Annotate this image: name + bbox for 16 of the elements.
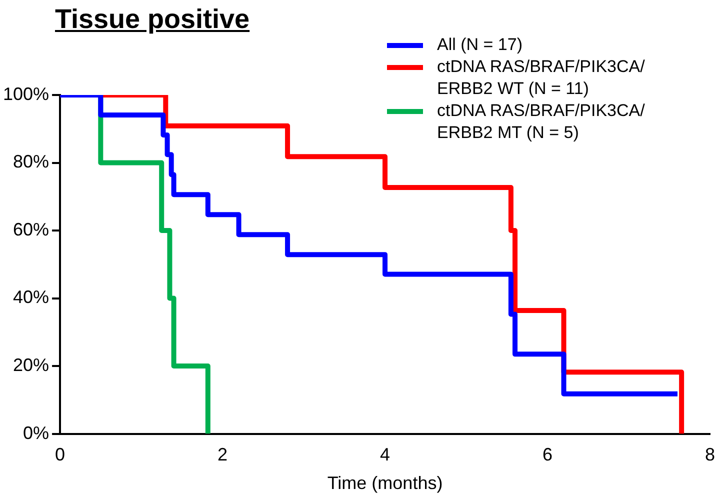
y-tick-label: 40% bbox=[13, 287, 50, 308]
legend-label: All (N = 17) bbox=[437, 34, 524, 56]
x-axis-title: Time (months) bbox=[327, 473, 443, 494]
y-tick-label: 20% bbox=[13, 355, 50, 376]
x-tick-label: 8 bbox=[704, 444, 716, 465]
y-tick-label: 100% bbox=[2, 84, 50, 104]
chart-title: Tissue positive bbox=[55, 4, 250, 35]
legend-label: ctDNA RAS/BRAF/PIK3CA/ ERBB2 MT (N = 5) bbox=[437, 100, 646, 144]
y-tick-label: 0% bbox=[23, 422, 50, 443]
x-tick-label: 4 bbox=[380, 444, 390, 465]
x-tick-label: 0 bbox=[55, 444, 66, 465]
legend-label: ctDNA RAS/BRAF/PIK3CA/ ERBB2 WT (N = 11) bbox=[437, 56, 646, 100]
x-tick-label: 2 bbox=[218, 444, 228, 465]
y-tick-label: 60% bbox=[13, 219, 50, 240]
x-tick-label: 6 bbox=[542, 444, 553, 465]
y-tick-label: 80% bbox=[13, 152, 50, 172]
